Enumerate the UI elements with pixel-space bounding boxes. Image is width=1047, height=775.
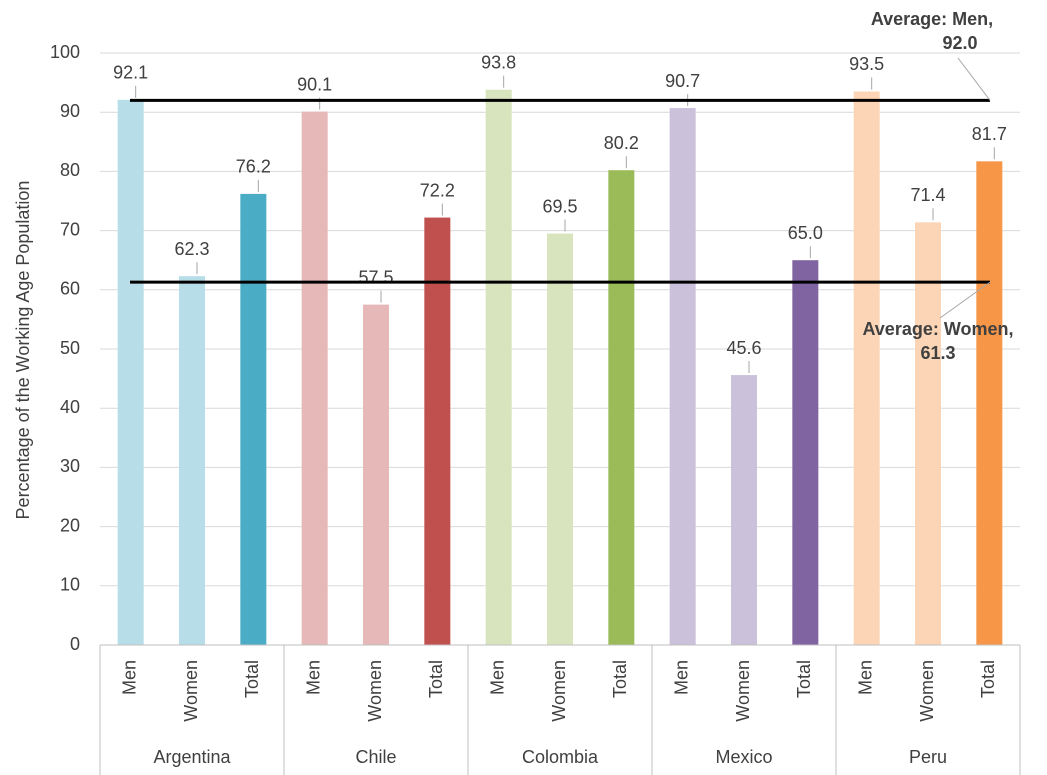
bar xyxy=(547,233,573,645)
annotation-value: 92.0 xyxy=(942,33,977,53)
x-tick-label: Total xyxy=(978,660,998,698)
bar xyxy=(485,89,512,646)
value-label: 81.7 xyxy=(972,124,1007,144)
y-axis-label: Percentage of the Working Age Population xyxy=(13,181,33,520)
y-tick-label: 80 xyxy=(60,160,80,180)
group-label: Chile xyxy=(355,747,396,767)
value-label: 76.2 xyxy=(236,157,271,177)
group-label: Peru xyxy=(909,747,947,767)
bar xyxy=(117,99,144,645)
value-label: 57.5 xyxy=(358,267,393,287)
x-tick-label: Women xyxy=(365,660,385,722)
x-tick-label: Men xyxy=(119,660,139,695)
value-label: 90.7 xyxy=(665,71,700,91)
x-tick-label: Total xyxy=(610,660,630,698)
x-tick-label: Men xyxy=(487,660,507,695)
bar xyxy=(240,193,267,645)
value-label: 72.2 xyxy=(420,180,455,200)
x-tick-label: Women xyxy=(549,660,569,722)
y-tick-label: 0 xyxy=(70,634,80,654)
value-label: 62.3 xyxy=(174,239,209,259)
annotation-value: 61.3 xyxy=(920,343,955,363)
bar xyxy=(853,91,880,646)
x-tick-label: Men xyxy=(671,660,691,695)
y-tick-label: 60 xyxy=(60,279,80,299)
annotation-leader xyxy=(957,57,991,101)
bar xyxy=(976,161,1003,645)
x-tick-label: Men xyxy=(855,660,875,695)
bar xyxy=(608,170,635,645)
value-label: 93.8 xyxy=(481,52,516,72)
annotation-leader xyxy=(939,281,991,319)
value-label: 92.1 xyxy=(113,63,148,83)
group-label: Mexico xyxy=(715,747,772,767)
bar xyxy=(363,304,389,645)
bar xyxy=(301,111,328,645)
value-label: 45.6 xyxy=(726,338,761,358)
x-tick-label: Total xyxy=(794,660,814,698)
group-label: Colombia xyxy=(522,747,599,767)
y-tick-label: 40 xyxy=(60,397,80,417)
y-tick-label: 50 xyxy=(60,338,80,358)
bar xyxy=(179,276,205,645)
y-tick-label: 30 xyxy=(60,456,80,476)
bar xyxy=(424,217,451,646)
value-label: 80.2 xyxy=(604,133,639,153)
bar xyxy=(731,375,757,645)
value-label: 90.1 xyxy=(297,74,332,94)
value-label: 65.0 xyxy=(788,223,823,243)
y-tick-label: 100 xyxy=(50,42,80,62)
y-tick-label: 20 xyxy=(60,515,80,535)
y-tick-label: 70 xyxy=(60,219,80,239)
annotation-label: Average: Women, xyxy=(862,319,1013,339)
x-tick-label: Women xyxy=(181,660,201,722)
annotation-label: Average: Men, xyxy=(871,9,993,29)
value-label: 93.5 xyxy=(849,54,884,74)
x-tick-label: Total xyxy=(426,660,446,698)
value-label: 69.5 xyxy=(542,196,577,216)
x-tick-label: Women xyxy=(733,660,753,722)
x-tick-label: Total xyxy=(242,660,262,698)
group-label: Argentina xyxy=(153,747,231,767)
y-tick-label: 10 xyxy=(60,575,80,595)
bar xyxy=(669,108,696,645)
value-label: 71.4 xyxy=(910,185,945,205)
x-tick-label: Men xyxy=(303,660,323,695)
bar xyxy=(915,222,941,645)
x-tick-label: Women xyxy=(917,660,937,722)
bar xyxy=(792,260,819,645)
y-tick-label: 90 xyxy=(60,101,80,121)
